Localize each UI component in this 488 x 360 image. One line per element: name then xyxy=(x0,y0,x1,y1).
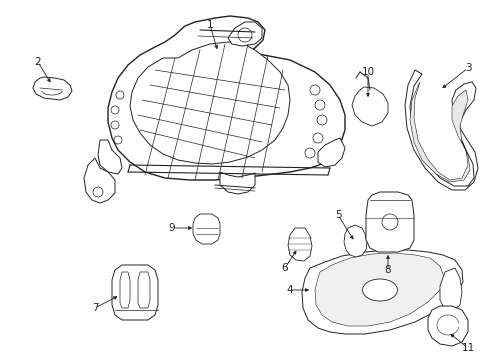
Text: 4: 4 xyxy=(286,285,293,295)
Polygon shape xyxy=(343,225,366,257)
Polygon shape xyxy=(84,158,115,203)
Polygon shape xyxy=(302,250,462,334)
Polygon shape xyxy=(351,87,387,126)
Text: 5: 5 xyxy=(334,210,341,220)
Polygon shape xyxy=(409,82,469,182)
Text: 1: 1 xyxy=(206,20,213,30)
Text: 3: 3 xyxy=(464,63,470,73)
Text: 10: 10 xyxy=(361,67,374,77)
Polygon shape xyxy=(317,138,345,167)
Polygon shape xyxy=(287,228,311,261)
Polygon shape xyxy=(439,268,461,312)
Ellipse shape xyxy=(362,279,397,301)
Text: 9: 9 xyxy=(168,223,175,233)
Text: 2: 2 xyxy=(35,57,41,67)
Polygon shape xyxy=(130,42,289,164)
Polygon shape xyxy=(220,172,254,194)
Polygon shape xyxy=(98,140,122,174)
Polygon shape xyxy=(138,272,150,308)
Polygon shape xyxy=(193,214,220,244)
Polygon shape xyxy=(112,265,158,320)
Polygon shape xyxy=(120,272,130,308)
Polygon shape xyxy=(314,253,443,326)
Polygon shape xyxy=(365,192,413,252)
Text: 11: 11 xyxy=(461,343,474,353)
Polygon shape xyxy=(227,22,262,46)
Polygon shape xyxy=(427,306,467,346)
Text: 8: 8 xyxy=(384,265,390,275)
Text: 6: 6 xyxy=(281,263,288,273)
Polygon shape xyxy=(108,16,345,180)
Polygon shape xyxy=(33,77,72,100)
Polygon shape xyxy=(404,70,477,190)
Text: 7: 7 xyxy=(92,303,98,313)
